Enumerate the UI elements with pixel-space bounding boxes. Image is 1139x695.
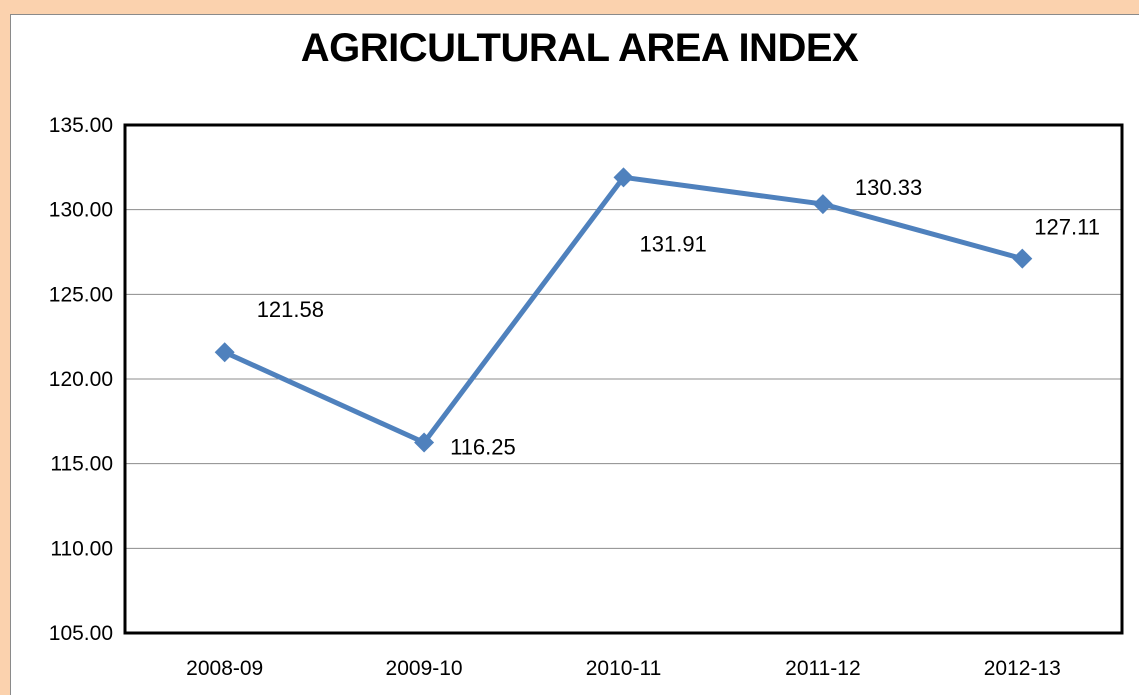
- series-line-path: [222, 174, 1025, 445]
- x-tick-label: 2011-12: [785, 657, 861, 680]
- data-point-marker: [812, 194, 833, 215]
- x-tick-label: 2008-09: [186, 657, 263, 680]
- x-tick-label: 2009-10: [386, 657, 463, 680]
- y-tick-label: 105.00: [49, 622, 113, 645]
- chart-title: AGRICULTURAL AREA INDEX: [300, 26, 859, 70]
- data-label: 130.33: [855, 175, 922, 200]
- data-label: 121.58: [257, 297, 324, 322]
- data-labels: 121.58 116.25 131.91 130.33 127.11: [257, 175, 1100, 459]
- data-label: 131.91: [640, 231, 707, 256]
- data-label: 116.25: [450, 435, 516, 460]
- x-tick-label: 2010-11: [586, 657, 662, 680]
- data-point-marker: [214, 342, 235, 363]
- y-tick-label: 125.00: [49, 283, 113, 306]
- y-tick-label: 115.00: [50, 453, 113, 476]
- y-tick-label: 120.00: [49, 368, 113, 391]
- x-tick-label: 2012-13: [984, 657, 1061, 680]
- y-tick-label: 130.00: [49, 199, 113, 222]
- data-markers: [214, 167, 1033, 453]
- y-tick-label: 135.00: [49, 114, 113, 137]
- y-axis-tick-labels: 105.00 110.00 115.00 120.00 125.00 130.00 135.…: [49, 114, 113, 645]
- data-point-marker: [414, 432, 435, 453]
- chart-frame: [10, 14, 1139, 695]
- plot-area-border: [123, 123, 1124, 635]
- x-axis-tick-labels: 2008-09 2009-10 2010-11 2011-12 2012-13: [186, 657, 1061, 680]
- series-line: [222, 174, 1025, 445]
- data-label: 127.11: [1034, 215, 1100, 240]
- gridlines: [123, 123, 1124, 635]
- y-tick-label: 110.00: [50, 537, 113, 560]
- data-point-marker: [613, 167, 634, 188]
- data-point-marker: [1012, 248, 1033, 269]
